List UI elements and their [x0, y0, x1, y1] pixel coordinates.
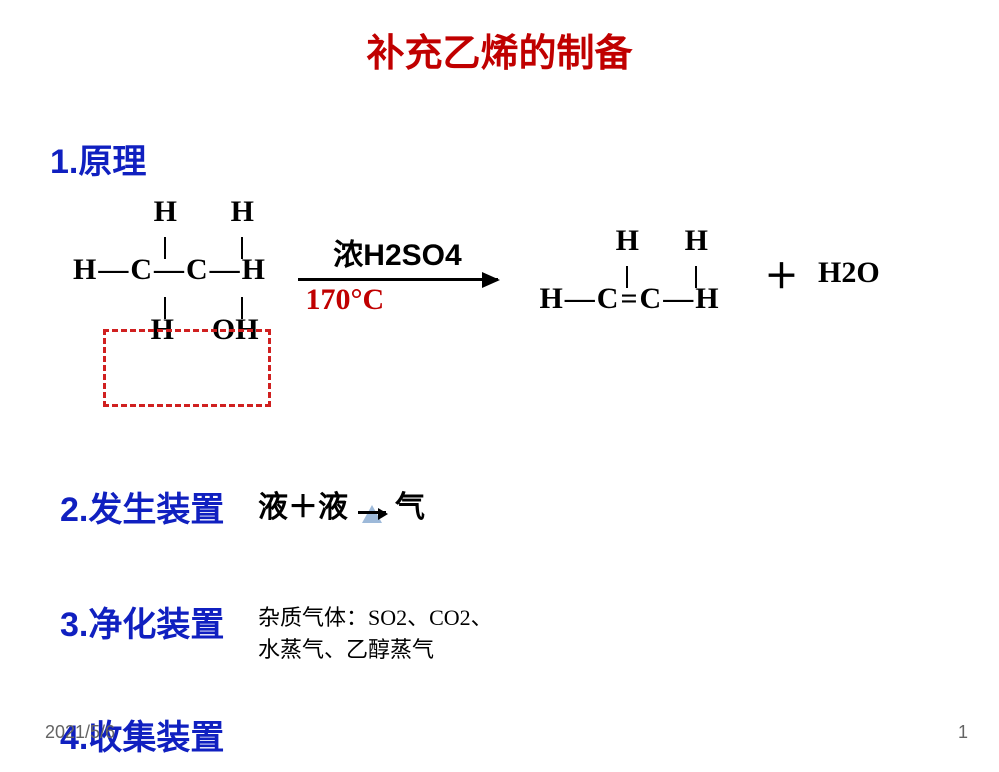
title-text: 补充乙烯的制备	[366, 33, 632, 75]
impurity-line2: 水蒸气、乙醇蒸气	[258, 637, 434, 662]
reaction-equation: H H H—C—C—H H OH 浓H2SO4 170°C	[50, 197, 950, 349]
section-1-num: 1.	[50, 143, 78, 181]
reactant-ethanol: H H H—C—C—H H OH	[50, 197, 290, 349]
section-1-label: 原理	[78, 143, 146, 181]
device-post: 气	[395, 491, 425, 524]
section-2-num: 2.	[60, 491, 88, 529]
section-3-num: 3.	[60, 606, 88, 644]
device-pre: 液＋液	[258, 491, 348, 524]
section-2-label: 发生装置	[88, 491, 224, 529]
arrow-line-icon	[298, 278, 498, 281]
small-arrow-icon	[358, 511, 386, 514]
atom-h: H	[612, 226, 642, 256]
elimination-highlight-box	[103, 329, 271, 407]
plus-sign: ＋	[765, 249, 799, 298]
impurity-line1: 杂质气体：SO2、CO2、	[258, 605, 493, 630]
footer-page-number: 1	[958, 722, 968, 743]
arrow-condition-temp: 170°C	[298, 283, 498, 317]
section-3-label: 净化装置	[88, 606, 224, 644]
section-1: 1.原理	[50, 134, 146, 183]
reaction-arrow: 浓H2SO4 170°C	[298, 230, 498, 317]
section-2: 2.发生装置	[60, 482, 224, 531]
impurity-gases-text: 杂质气体：SO2、CO2、 水蒸气、乙醇蒸气	[258, 600, 493, 664]
atom-h: H	[150, 197, 180, 227]
arrow-condition-catalyst: 浓H2SO4	[298, 230, 498, 274]
atom-h: H	[681, 226, 711, 256]
product-backbone: H—C=C—H	[515, 284, 745, 320]
product-ethylene: H H H—C=C—H	[515, 226, 745, 320]
section-3: 3.净化装置	[60, 597, 224, 646]
footer-date: 2021/5/6	[45, 722, 115, 743]
generator-device-text: 液＋液 气	[258, 482, 425, 527]
reactant-backbone: H—C—C—H	[50, 255, 290, 291]
atom-h: H	[227, 197, 257, 227]
product-water: H2O	[818, 256, 880, 290]
slide-title: 补充乙烯的制备	[0, 22, 999, 77]
